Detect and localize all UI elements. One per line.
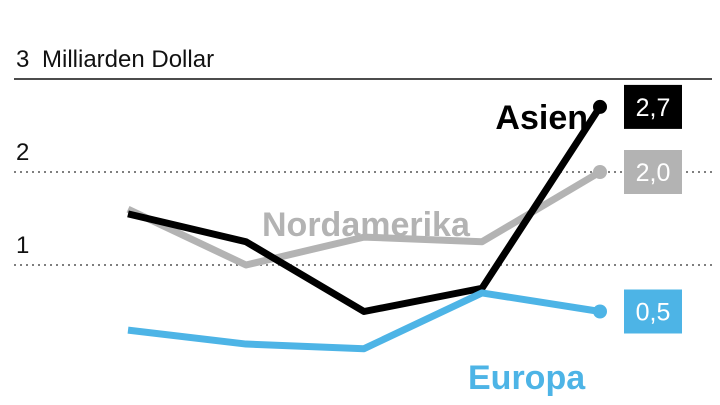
value-badge-label: 2,0 — [636, 159, 671, 187]
series-end-dot — [593, 304, 607, 319]
value-badge — [624, 84, 682, 129]
series-label-nordamerika: Nordamerika — [262, 206, 471, 244]
value-badge — [624, 289, 682, 334]
y-tick-label: 3 — [16, 46, 29, 73]
series-line-europa — [127, 289, 601, 353]
series-lines — [126, 99, 607, 353]
y-tick-label: 2 — [16, 139, 29, 166]
value-badge-label: 0,5 — [636, 299, 671, 327]
series-end-dot — [593, 165, 607, 179]
series-end-dot — [593, 99, 607, 114]
y-axis-ticks: 3 2 1 — [16, 46, 29, 259]
value-badge-label: 2,7 — [636, 94, 671, 122]
y-tick-label: 1 — [16, 232, 29, 259]
series-label-europa: Europa — [468, 359, 586, 397]
series-label-asien: Asien — [495, 99, 588, 137]
value-badge — [624, 150, 682, 194]
unit-label: Milliarden Dollar — [42, 46, 214, 73]
series-labels: Nordamerika 2,0 Asien 2,7 Europa 0,5 — [262, 84, 682, 397]
gridlines — [14, 78, 712, 266]
